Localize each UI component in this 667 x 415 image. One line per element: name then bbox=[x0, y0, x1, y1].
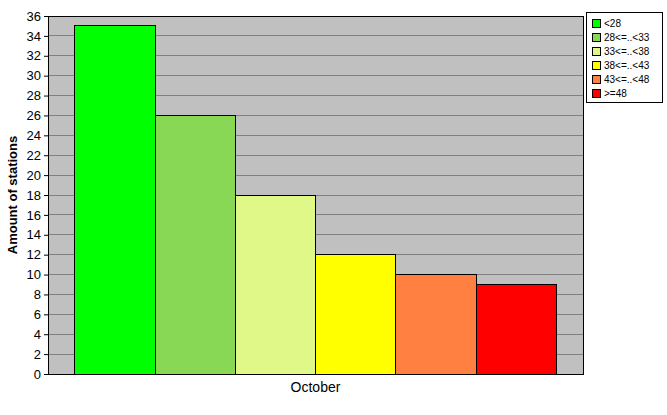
y-tick: 26 bbox=[27, 108, 48, 123]
y-tick-mark bbox=[44, 275, 48, 276]
y-tick: 36 bbox=[27, 9, 48, 24]
y-tick: 20 bbox=[27, 168, 48, 183]
legend-swatch bbox=[592, 33, 600, 41]
legend-label: 38<=..<43 bbox=[604, 60, 650, 71]
legend-swatch bbox=[592, 75, 600, 83]
y-tick: 30 bbox=[27, 68, 48, 83]
y-tick-label: 30 bbox=[27, 68, 41, 83]
bar bbox=[75, 26, 155, 374]
y-tick-label: 20 bbox=[27, 168, 41, 183]
legend-swatch bbox=[592, 89, 600, 97]
y-tick: 4 bbox=[34, 327, 48, 342]
y-tick-mark bbox=[44, 96, 48, 97]
x-axis-line bbox=[49, 374, 584, 375]
y-tick: 28 bbox=[27, 88, 48, 103]
y-tick-mark bbox=[44, 155, 48, 156]
y-tick: 16 bbox=[27, 208, 48, 223]
bar bbox=[235, 195, 315, 374]
y-tick: 10 bbox=[27, 267, 48, 282]
bar bbox=[316, 255, 396, 374]
y-tick-label: 14 bbox=[27, 227, 41, 242]
bars bbox=[75, 26, 557, 374]
y-tick: 14 bbox=[27, 227, 48, 242]
legend-label: 28<=..<33 bbox=[604, 32, 650, 43]
y-tick-mark bbox=[44, 235, 48, 236]
y-axis: 024681012141618202224262830323436 bbox=[27, 9, 49, 382]
y-tick-label: 22 bbox=[27, 148, 41, 163]
legend-item: 43<=..<48 bbox=[592, 74, 650, 85]
legend-item: 33<=..<38 bbox=[592, 46, 650, 57]
x-tick: October bbox=[291, 374, 341, 395]
y-tick-mark bbox=[44, 314, 48, 315]
y-tick-label: 10 bbox=[27, 267, 41, 282]
y-tick-label: 16 bbox=[27, 208, 41, 223]
y-tick: 18 bbox=[27, 188, 48, 203]
y-tick: 12 bbox=[27, 247, 48, 262]
plot: 024681012141618202224262830323436October bbox=[27, 9, 584, 395]
bar bbox=[155, 115, 235, 374]
y-tick-label: 36 bbox=[27, 9, 41, 24]
y-tick-label: 26 bbox=[27, 108, 41, 123]
legend-swatch bbox=[592, 47, 600, 55]
bar bbox=[396, 275, 476, 374]
y-tick-label: 34 bbox=[27, 29, 41, 44]
y-tick-label: 2 bbox=[34, 347, 41, 362]
y-tick: 8 bbox=[34, 287, 48, 302]
legend-swatch bbox=[592, 61, 600, 69]
y-tick: 6 bbox=[34, 307, 48, 322]
y-tick-label: 28 bbox=[27, 88, 41, 103]
plot-background bbox=[48, 16, 583, 374]
legend-box bbox=[586, 12, 662, 102]
y-tick: 24 bbox=[27, 128, 48, 143]
legend-label: >=48 bbox=[604, 88, 627, 99]
y-tick: 0 bbox=[34, 367, 48, 382]
y-tick-mark bbox=[44, 76, 48, 77]
legend-swatch bbox=[592, 19, 600, 27]
y-tick-mark bbox=[44, 135, 48, 136]
y-tick-mark bbox=[44, 294, 48, 295]
y-tick-mark bbox=[44, 175, 48, 176]
legend-item: >=48 bbox=[592, 88, 627, 99]
y-tick: 34 bbox=[27, 29, 48, 44]
y-tick-label: 12 bbox=[27, 247, 41, 262]
y-tick-mark bbox=[44, 56, 48, 57]
y-tick: 32 bbox=[27, 48, 48, 63]
y-tick-mark bbox=[44, 255, 48, 256]
y-tick-mark bbox=[44, 195, 48, 196]
y-tick-mark bbox=[44, 16, 48, 17]
x-axis: October bbox=[49, 374, 584, 395]
y-tick-label: 8 bbox=[34, 287, 41, 302]
chart: 024681012141618202224262830323436October… bbox=[0, 0, 667, 415]
y-tick-label: 0 bbox=[34, 367, 41, 382]
y-tick-mark bbox=[44, 115, 48, 116]
y-tick-label: 4 bbox=[34, 327, 41, 342]
y-tick: 22 bbox=[27, 148, 48, 163]
legend-item: 38<=..<43 bbox=[592, 60, 650, 71]
grid bbox=[48, 16, 583, 374]
legend-item: <28 bbox=[592, 18, 621, 29]
legend-label: <28 bbox=[604, 18, 621, 29]
legend-item: 28<=..<33 bbox=[592, 32, 650, 43]
y-tick-mark bbox=[44, 334, 48, 335]
y-tick-label: 32 bbox=[27, 48, 41, 63]
legend-label: 33<=..<38 bbox=[604, 46, 650, 57]
bar bbox=[476, 285, 556, 375]
y-tick-label: 24 bbox=[27, 128, 41, 143]
y-tick-mark bbox=[44, 354, 48, 355]
y-tick: 2 bbox=[34, 347, 48, 362]
y-tick-label: 6 bbox=[34, 307, 41, 322]
y-tick-mark bbox=[44, 374, 48, 375]
legend-label: 43<=..<48 bbox=[604, 74, 650, 85]
y-axis-line bbox=[48, 17, 49, 375]
legend: <28 28<=..<33 33<=..<38 38<=..<43 43<=..<48 >… bbox=[586, 12, 662, 102]
x-tick-label: October bbox=[291, 379, 341, 395]
y-tick-label: 18 bbox=[27, 188, 41, 203]
plot-frame bbox=[48, 16, 583, 374]
y-tick-mark bbox=[44, 36, 48, 37]
y-tick-mark bbox=[44, 215, 48, 216]
y-axis-title: Amount of stations bbox=[5, 136, 20, 254]
